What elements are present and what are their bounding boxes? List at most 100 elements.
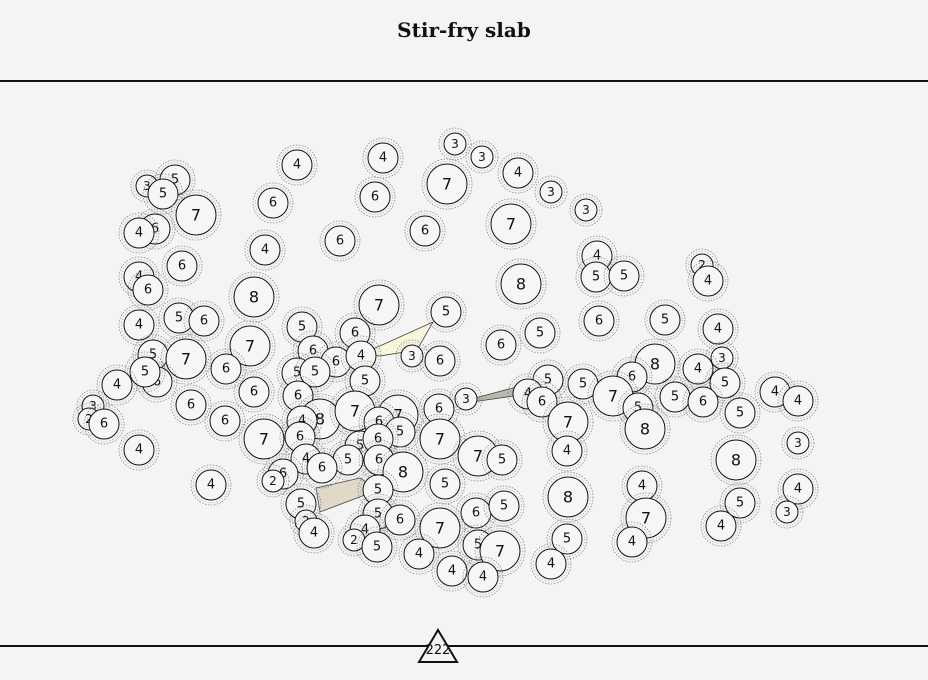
node-label: 7 — [495, 542, 505, 561]
node-circle — [551, 523, 583, 555]
node-halo — [380, 449, 426, 495]
node-circle — [299, 356, 331, 388]
node-label: 6 — [269, 196, 277, 211]
node-label: 4 — [415, 547, 423, 562]
node-label: 2 — [269, 474, 277, 488]
node-halo — [356, 526, 398, 568]
map-node: 4 — [431, 550, 473, 592]
node-halo — [477, 528, 523, 574]
node-halo — [780, 383, 816, 419]
node-label: 6 — [595, 314, 603, 329]
node-label: 6 — [332, 355, 340, 370]
node-label: 7 — [245, 337, 255, 356]
node-circle — [426, 163, 468, 205]
node-halo — [569, 193, 603, 227]
node-label: 3 — [794, 436, 802, 450]
node-halo — [533, 546, 569, 582]
node-halo — [96, 364, 138, 406]
node-label: 3 — [718, 351, 726, 365]
node-circle — [485, 329, 517, 361]
node-halo — [481, 439, 523, 481]
node-label: 8 — [563, 488, 573, 507]
node-halo — [428, 294, 464, 330]
node-label: 8 — [398, 463, 408, 482]
bottom-rule — [0, 645, 928, 647]
node-label: 6 — [222, 362, 230, 377]
map-node: 5 — [519, 312, 561, 354]
page-title: Stir-fry slab — [397, 18, 531, 42]
node-halo — [719, 392, 761, 434]
node-halo — [279, 147, 315, 183]
node-circle — [175, 194, 217, 236]
node-label: 2 — [698, 258, 706, 272]
node-circle — [175, 389, 207, 421]
node-halo — [777, 380, 819, 422]
node-label: 7 — [473, 447, 483, 466]
node-circle — [123, 434, 155, 466]
node-label: 3 — [408, 349, 416, 363]
node-halo — [227, 323, 273, 369]
node-label: 5 — [661, 313, 669, 328]
node-halo — [773, 498, 801, 526]
node-halo — [465, 140, 499, 174]
node-label: 5 — [563, 532, 571, 547]
map-node: 6 — [170, 384, 212, 426]
node-circle — [724, 487, 756, 519]
map-node: 4 — [398, 533, 440, 575]
node-label: 5 — [579, 377, 587, 392]
node-halo — [244, 229, 286, 271]
node-label: 3 — [478, 150, 486, 164]
node-circle — [424, 345, 456, 377]
node-label: 7 — [641, 509, 651, 528]
node-label: 5 — [721, 376, 729, 391]
map-node: 4 — [687, 260, 729, 302]
node-halo — [713, 437, 759, 483]
node-halo — [474, 525, 526, 577]
node-circle — [257, 187, 289, 219]
node-halo — [770, 495, 804, 529]
node-halo — [161, 245, 203, 287]
map-node: 7 — [414, 502, 466, 554]
node-halo — [173, 387, 209, 423]
node-label: 6 — [375, 415, 383, 430]
map-node: 8 — [619, 403, 671, 455]
node-label: 6 — [178, 259, 186, 274]
node-circle — [775, 500, 799, 524]
node-label: 5 — [175, 311, 183, 326]
node-halo — [319, 220, 361, 262]
node-halo — [417, 505, 463, 551]
node-label: 5 — [297, 497, 305, 512]
node-label: 6 — [279, 467, 287, 482]
node-halo — [118, 304, 160, 346]
node-circle — [324, 225, 356, 257]
node-halo — [231, 274, 277, 320]
node-label: 5 — [141, 365, 149, 380]
node-label: 6 — [375, 453, 383, 468]
node-label: 6 — [371, 190, 379, 205]
node-label: 5 — [311, 365, 319, 380]
map-node: 6 — [682, 381, 724, 423]
node-halo — [322, 223, 358, 259]
node-label: 7 — [563, 413, 573, 432]
map-node: 7 — [224, 320, 276, 372]
node-circle — [188, 305, 220, 337]
node-halo — [722, 485, 758, 521]
map-node: 7 — [421, 158, 473, 210]
node-label: 4 — [524, 387, 532, 402]
node-label: 4 — [771, 385, 779, 400]
node-label: 3 — [582, 203, 590, 217]
map-node: 5 — [425, 291, 467, 333]
node-halo — [414, 413, 466, 465]
node-halo — [160, 333, 212, 385]
node-halo — [124, 351, 166, 393]
node-circle — [488, 490, 520, 522]
map-node: 5 — [483, 485, 525, 527]
node-halo — [449, 382, 483, 416]
node-circle — [281, 149, 313, 181]
node-circle — [238, 376, 270, 408]
node-circle — [616, 526, 648, 558]
map-node: 3 — [449, 382, 483, 416]
page-triangle-icon — [417, 628, 459, 663]
node-label: 3 — [547, 185, 555, 199]
